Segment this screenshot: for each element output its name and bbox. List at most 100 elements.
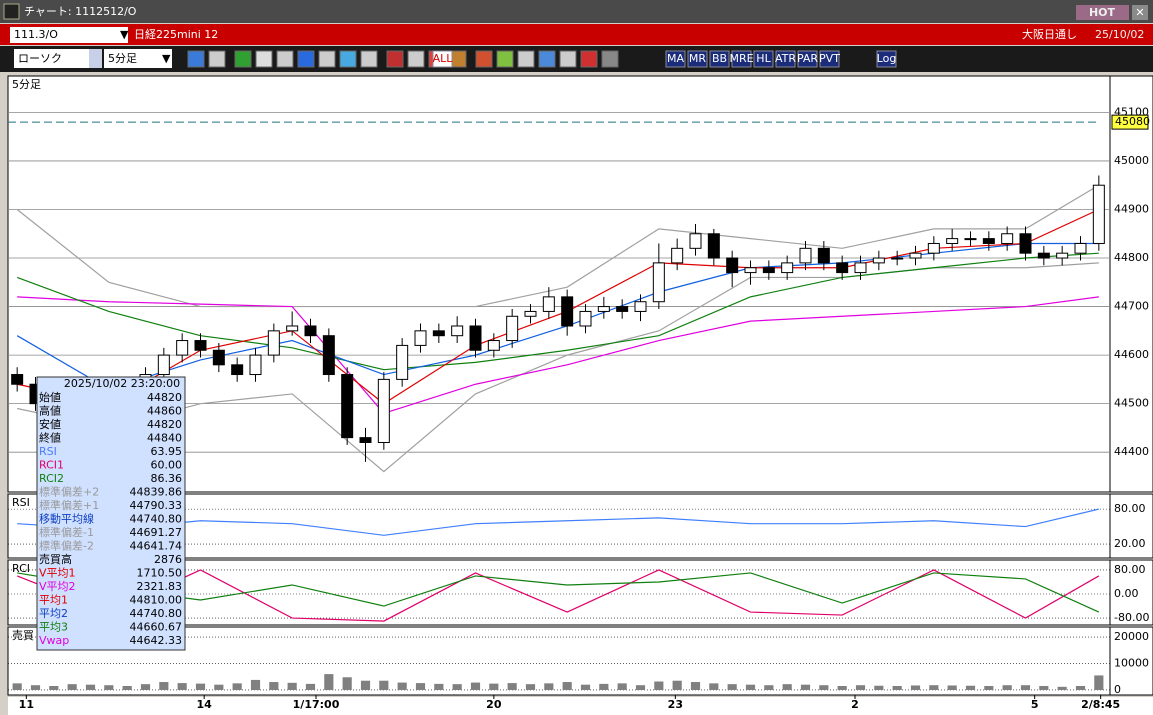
info-label: RCI2	[39, 472, 64, 485]
volume-bar	[30, 685, 41, 690]
candle-body	[799, 247, 812, 264]
tool-icon[interactable]	[496, 50, 514, 68]
candle-body	[542, 296, 555, 312]
symbol-select[interactable]	[10, 27, 128, 43]
volume-bar	[489, 683, 499, 690]
panel-frame	[7, 493, 1153, 559]
candle-body	[946, 238, 959, 244]
volume-bar	[635, 685, 646, 690]
tool-icon[interactable]	[234, 50, 252, 68]
volume-bar	[305, 683, 316, 690]
candle-body	[432, 330, 445, 337]
tool-icon[interactable]	[580, 50, 598, 68]
candle-body	[616, 306, 629, 312]
candle-body	[231, 364, 244, 376]
tool-icon[interactable]	[559, 50, 577, 68]
tool-icon[interactable]	[360, 50, 378, 68]
info-label: 終値	[39, 431, 61, 445]
volume-bar	[195, 683, 206, 690]
tool-icon[interactable]	[255, 50, 273, 68]
interval: 5分足	[108, 52, 137, 65]
tool-icon[interactable]	[797, 50, 818, 68]
y-tick-label: 0	[1114, 683, 1121, 696]
volume-bar	[965, 685, 976, 690]
tool-icon[interactable]	[187, 50, 205, 68]
dropdown-arrow: ▼	[162, 52, 171, 65]
x-axis-area	[8, 697, 1153, 715]
x-tick-label: 2	[851, 698, 859, 711]
panel-title: 売買	[12, 629, 34, 642]
info-label: 安値	[39, 417, 61, 431]
close-button[interactable]	[1132, 5, 1148, 20]
dropdown-arrow: ▼	[120, 28, 129, 41]
x-tick-label: 11	[19, 698, 34, 711]
tool-icon[interactable]	[538, 50, 556, 68]
volume-bar	[159, 682, 169, 690]
info-value: 44641.74	[130, 540, 183, 553]
candle-body	[817, 247, 830, 264]
volume-bar	[12, 683, 22, 690]
candle-body	[524, 310, 537, 317]
volume-bar	[617, 683, 627, 690]
volume-bar	[379, 680, 389, 690]
tool-icon[interactable]	[297, 50, 315, 68]
tool-icon[interactable]	[517, 50, 535, 68]
candle-body	[1056, 252, 1069, 259]
candle-body	[377, 378, 390, 443]
tool-icon[interactable]	[407, 50, 425, 68]
tool-icon[interactable]	[432, 50, 453, 68]
tool-icon[interactable]	[876, 50, 897, 68]
dropdown-button[interactable]	[89, 49, 102, 68]
indicator-line	[17, 572, 1100, 613]
tool-icon[interactable]	[731, 50, 752, 68]
tool-icon[interactable]	[318, 50, 336, 68]
tool-icon[interactable]	[709, 50, 730, 68]
info-value: 44740.80	[130, 513, 183, 526]
candle-body	[597, 306, 610, 312]
session: 大阪日通し	[1022, 27, 1077, 41]
info-label: 標準偏差+2	[39, 485, 99, 499]
indicator-line	[17, 296, 1099, 415]
tool-icon[interactable]	[339, 50, 357, 68]
close-icon: ✕	[1135, 6, 1144, 19]
tool-icon[interactable]	[753, 50, 774, 68]
volume-bar	[214, 684, 224, 690]
hot-button[interactable]	[1076, 5, 1129, 20]
tool-icon-label: BB	[712, 52, 727, 65]
candle-body	[249, 354, 262, 376]
volume-bar	[177, 683, 187, 690]
candle-body	[1074, 242, 1087, 254]
tool-icon[interactable]	[819, 50, 840, 68]
title-bar	[0, 0, 1153, 23]
volume-bar	[874, 685, 884, 690]
tool-icon[interactable]	[276, 50, 294, 68]
info-value: 44642.33	[130, 634, 183, 647]
volume-bar	[690, 682, 701, 690]
marker-label: 45080	[1115, 115, 1150, 128]
tool-icon[interactable]	[601, 50, 619, 68]
info-label: 移動平均線	[39, 512, 94, 526]
tool-icon-label: ATR	[775, 52, 796, 65]
volume-bar	[819, 685, 829, 690]
x-tick-label: 23	[668, 698, 683, 711]
candle-body	[891, 257, 904, 260]
volume-bar	[1094, 675, 1104, 690]
candle-body	[1001, 233, 1014, 244]
chart-type-select[interactable]	[14, 49, 102, 68]
interval-select[interactable]	[104, 49, 172, 68]
tool-icon[interactable]	[475, 50, 493, 68]
x-tick-label: 2/8:45	[1081, 698, 1120, 711]
candle-body	[781, 262, 794, 274]
header-bar	[0, 24, 1153, 45]
candle-body	[487, 340, 500, 351]
volume-bar	[892, 686, 902, 690]
tool-icon[interactable]	[665, 50, 686, 68]
volume-bar	[104, 685, 114, 690]
candle-body	[1019, 233, 1032, 254]
candle-body	[872, 257, 885, 264]
panel-title: RSI	[12, 496, 30, 509]
tool-icon[interactable]	[208, 50, 226, 68]
tool-icon[interactable]	[386, 50, 404, 68]
tool-icon[interactable]	[687, 50, 708, 68]
tool-icon[interactable]	[775, 50, 796, 68]
